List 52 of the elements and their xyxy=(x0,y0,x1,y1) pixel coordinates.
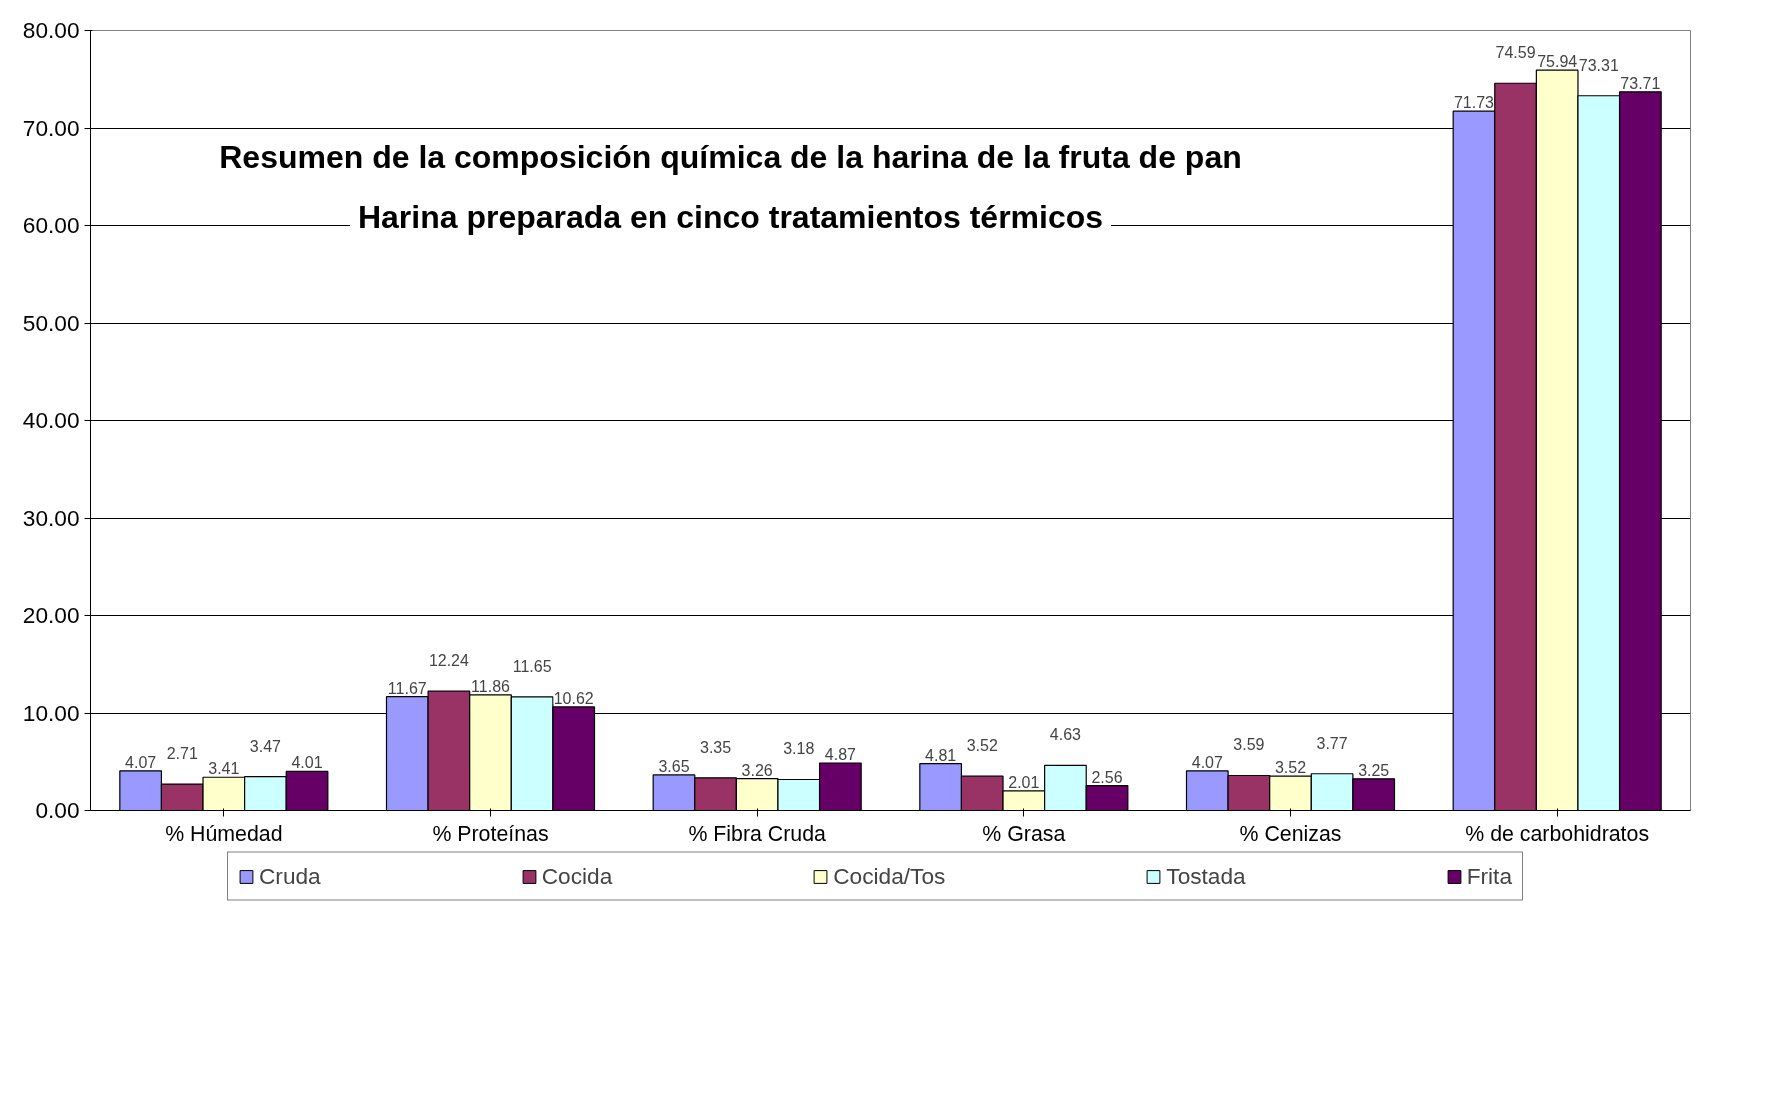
data-label: 11.67 xyxy=(387,679,427,697)
data-label: 4.63 xyxy=(1049,726,1082,744)
data-label: 2.56 xyxy=(1091,768,1123,786)
data-label: 71.73 xyxy=(1453,94,1495,112)
data-label: 11.65 xyxy=(512,657,552,675)
data-label: 11.86 xyxy=(471,677,511,695)
data-label: 10.62 xyxy=(553,689,594,707)
legend-label: Frita xyxy=(1466,862,1512,890)
data-label: 2.71 xyxy=(166,745,198,763)
data-label: 3.35 xyxy=(700,738,732,756)
data-label: 4.07 xyxy=(1191,753,1223,771)
y-tick-label: 70.00 xyxy=(22,114,80,141)
y-tick-label: 40.00 xyxy=(22,407,80,433)
data-label: 3.25 xyxy=(1358,761,1390,779)
y-tick-label: 0.00 xyxy=(35,797,80,823)
x-tick-label: % Húmedad xyxy=(165,821,283,846)
legend-label: Cocida/Tos xyxy=(833,862,946,890)
y-tick-label: 10.00 xyxy=(22,699,80,726)
data-label: 75.94 xyxy=(1537,53,1578,71)
x-tick-label: % Grasa xyxy=(982,821,1066,846)
data-label: 3.77 xyxy=(1316,734,1348,752)
y-tick-label: 80.00 xyxy=(22,17,80,43)
text: Harina preparada en cinco tratamientos térmicos xyxy=(357,198,1104,235)
x-tick-label: % Proteínas xyxy=(432,821,549,846)
data-label: 12.24 xyxy=(428,652,470,670)
y-tick-label: 20.00 xyxy=(22,602,80,628)
x-tick-label: % de carbohidratos xyxy=(1465,821,1650,846)
data-label: 3.41 xyxy=(208,760,240,778)
data-label: 3.26 xyxy=(741,761,773,779)
data-label: 3.18 xyxy=(783,740,815,758)
data-label: 2.01 xyxy=(1008,773,1040,791)
y-tick-label: 50.00 xyxy=(22,309,80,336)
text: Resumen de la composición química de la harina de la fruta de pan xyxy=(219,138,1242,175)
data-label: 74.59 xyxy=(1495,44,1536,62)
data-label: 4.07 xyxy=(125,753,157,771)
legend-label: Cocida xyxy=(541,862,613,890)
data-label: 3.59 xyxy=(1233,736,1265,754)
data-label: 4.01 xyxy=(291,754,323,772)
data-label: 73.71 xyxy=(1620,74,1661,92)
legend-label: Tostada xyxy=(1166,862,1246,890)
data-label: 3.52 xyxy=(1274,759,1307,777)
y-tick-label: 30.00 xyxy=(22,504,80,531)
x-tick-label: % Cenizas xyxy=(1239,821,1342,846)
data-label: 3.52 xyxy=(966,737,998,755)
data-label: 3.47 xyxy=(249,737,282,755)
data-label: 73.31 xyxy=(1578,56,1619,74)
data-label: 4.87 xyxy=(824,746,857,764)
y-tick-label: 60.00 xyxy=(22,212,80,238)
legend-label: Cruda xyxy=(258,862,321,890)
data-label: 4.81 xyxy=(925,746,957,764)
x-tick-label: % Fibra Cruda xyxy=(688,821,827,846)
data-label: 3.65 xyxy=(658,757,690,775)
